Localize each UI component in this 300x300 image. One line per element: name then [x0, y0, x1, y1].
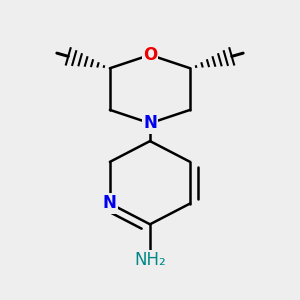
- Text: N: N: [143, 114, 157, 132]
- Text: O: O: [143, 46, 157, 64]
- Text: NH₂: NH₂: [134, 251, 166, 269]
- Text: N: N: [103, 194, 117, 212]
